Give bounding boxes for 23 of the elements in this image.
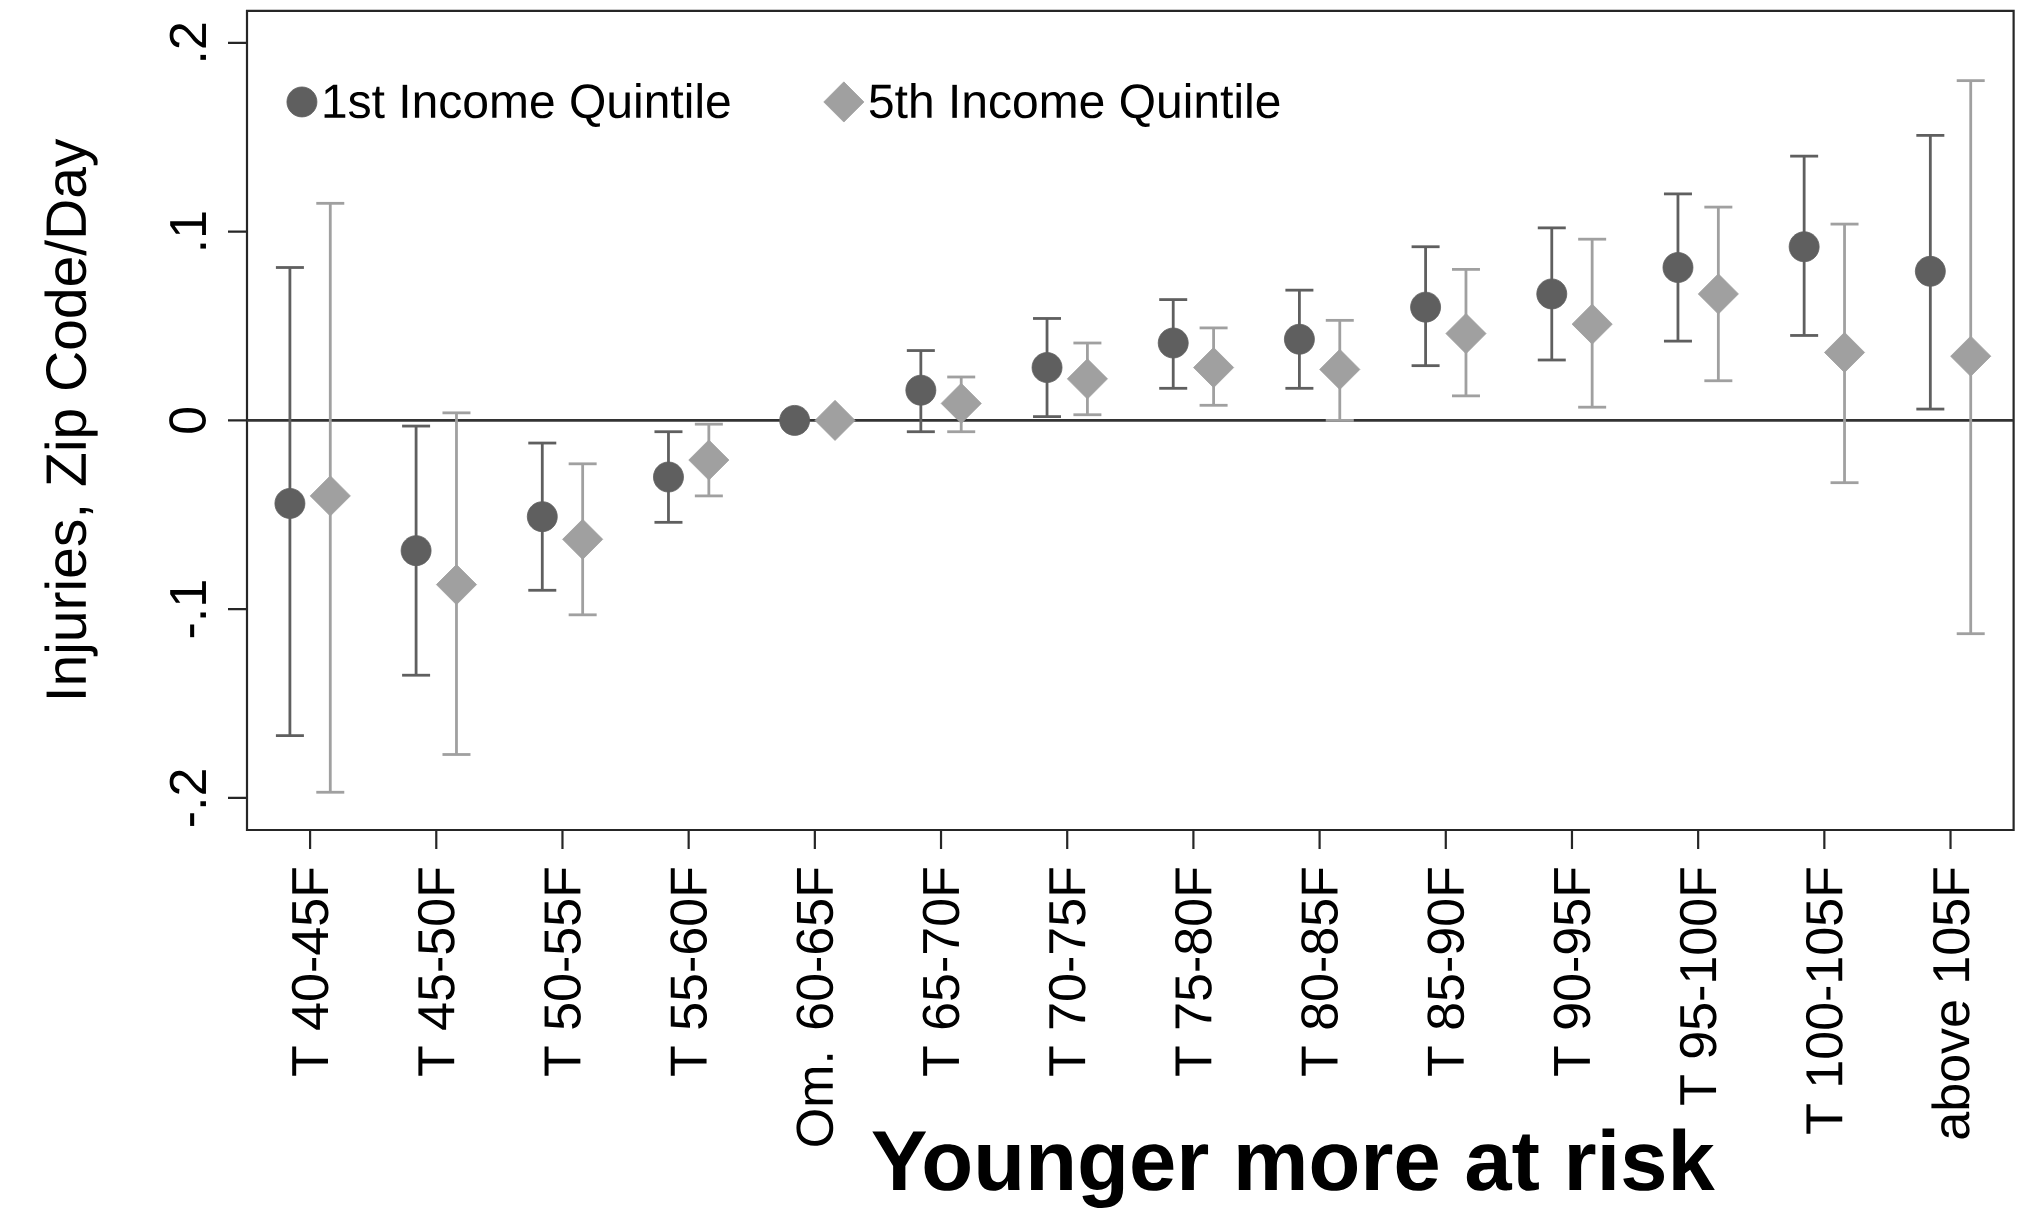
x-tick-label: T 100-105F xyxy=(1805,868,1843,1134)
legend-label: 1st Income Quintile xyxy=(324,83,730,127)
x-tick-label: T 55-60F xyxy=(670,868,708,1076)
x-tick-label: Om. 60-65F xyxy=(796,868,834,1146)
legend-label: 5th Income Quintile xyxy=(869,83,1280,127)
x-tick-label: T 75-80F xyxy=(1174,868,1212,1076)
x-tick-label: T 70-75F xyxy=(1048,868,1086,1076)
x-tick-label: T 95-100F xyxy=(1679,868,1717,1105)
y-tick-label: -.2 xyxy=(169,770,206,826)
x-tick-label: T 45-50F xyxy=(417,868,455,1076)
x-tick-label: T 85-90F xyxy=(1427,868,1465,1076)
x-tick-label: T 50-55F xyxy=(544,868,581,1076)
x-axis-title: Younger more at risk xyxy=(872,1128,1715,1208)
y-axis-title: Injuries, Zip Code/Day xyxy=(44,138,98,698)
x-tick-label: T 80-85F xyxy=(1301,868,1338,1076)
x-tick-label: T 90-95F xyxy=(1553,868,1591,1076)
y-tick-label: -.1 xyxy=(170,581,206,638)
x-tick-label: T 40-45F xyxy=(291,868,329,1076)
y-tick-label: .1 xyxy=(170,212,206,249)
y-tick-label: .2 xyxy=(169,23,206,60)
x-tick-label: above 105F xyxy=(1931,868,1970,1139)
x-tick-label: T 65-70F xyxy=(922,868,960,1076)
y-tick-label: 0 xyxy=(169,407,206,433)
